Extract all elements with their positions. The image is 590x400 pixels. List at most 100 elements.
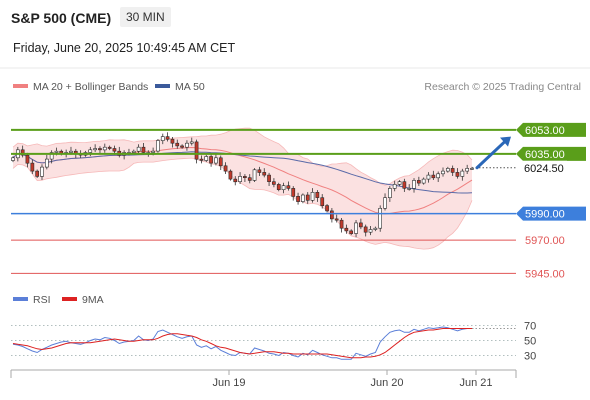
candle-body: [44, 158, 49, 168]
candle-body: [305, 194, 310, 201]
candle-body: [11, 157, 15, 161]
candle-body: [20, 149, 25, 156]
rsi-legend-swatch: [13, 297, 28, 301]
ma20-legend-swatch: [13, 84, 28, 88]
candle-body: [358, 222, 363, 228]
candle-body: [107, 146, 112, 149]
candle-body: [204, 156, 209, 161]
candle-body: [247, 177, 252, 181]
candle-body: [450, 168, 455, 173]
level-tag: [516, 122, 586, 137]
candle-body: [460, 170, 465, 177]
rsi-ma-legend-swatch: [62, 297, 77, 301]
x-axis: Jun 19 Jun 20 Jun 21: [212, 370, 493, 389]
candle-body: [98, 148, 102, 151]
candle-body: [407, 188, 412, 190]
candle-body: [383, 197, 387, 209]
candle-body: [54, 150, 59, 153]
candle-body: [267, 174, 271, 183]
projection-arrow-head: [500, 136, 511, 147]
candle-body: [402, 181, 407, 189]
instrument-title: S&P 500 (CME): [11, 10, 112, 26]
candle-body: [49, 152, 54, 160]
candle-body: [69, 150, 73, 153]
candle-body: [281, 185, 286, 190]
candle-body: [30, 162, 35, 172]
candle-body: [329, 210, 334, 220]
candle-body: [141, 146, 146, 153]
candle-body: [441, 170, 445, 175]
current-price-tag: [517, 160, 567, 175]
candle-body: [25, 154, 30, 164]
ma50-legend-swatch: [155, 84, 170, 88]
candle-body: [431, 174, 436, 179]
x-tick-label: Jun 21: [459, 377, 492, 389]
price-panel: [11, 127, 474, 250]
candle-body: [214, 157, 218, 164]
bollinger-lower: [12, 157, 473, 250]
candle-body: [262, 172, 267, 176]
candle-body: [271, 181, 276, 185]
candle-body: [276, 184, 281, 190]
candle-body: [465, 168, 470, 172]
candle-body: [223, 165, 228, 172]
candle-body: [102, 146, 107, 151]
candle-body: [300, 194, 305, 202]
candle-body: [412, 180, 416, 189]
candle-body: [257, 169, 262, 173]
candle-body: [421, 178, 426, 184]
candle-body: [392, 184, 397, 189]
ma50-legend-label: MA 50: [175, 81, 205, 93]
candle-body: [233, 178, 238, 183]
level-label: 5990.00: [525, 209, 565, 221]
rsi-tick-label: 70: [524, 321, 536, 333]
price-levels: 6053.00 6035.00 6024.50 5990.00 5970.00 5945.…: [11, 122, 586, 280]
candle-body: [170, 138, 175, 144]
candle-body: [35, 170, 39, 177]
candle-body: [93, 148, 97, 151]
candle-body: [426, 174, 431, 180]
candle-body: [185, 142, 189, 148]
candle-body: [238, 176, 242, 182]
credit-label: Research © 2025 Trading Central: [424, 81, 581, 93]
candle-body: [228, 170, 233, 180]
level-label: 5970.00: [525, 235, 565, 247]
candle-body: [218, 157, 223, 167]
candle-body: [136, 146, 141, 152]
candle-body: [156, 140, 160, 152]
level-tag: [516, 146, 586, 161]
candle-body: [112, 148, 117, 152]
candle-body: [455, 172, 460, 177]
candle-body: [40, 166, 44, 177]
x-tick-label: Jun 19: [212, 377, 245, 389]
rsi-legend-label: RSI: [33, 294, 51, 306]
ma20-legend-label: MA 20 + Bollinger Bands: [33, 81, 148, 93]
rsi-tick-label: 50: [524, 336, 536, 348]
level-label: 6035.00: [525, 149, 565, 161]
candle-body: [315, 192, 320, 198]
candle-body: [397, 181, 402, 185]
candle-body: [88, 149, 93, 153]
candle-body: [436, 173, 441, 179]
candle-body: [209, 156, 213, 164]
candle-body: [160, 136, 165, 141]
candle-body: [252, 169, 257, 181]
candle-body: [387, 188, 392, 198]
projection-arrow: [475, 138, 509, 170]
candle-body: [368, 229, 373, 233]
x-tick-label: Jun 20: [370, 377, 403, 389]
candle-body: [189, 141, 194, 144]
candle-body: [199, 158, 204, 161]
timeframe-badge[interactable]: 30 MIN: [120, 7, 171, 27]
candle-body: [243, 176, 247, 178]
candle-body: [131, 150, 136, 153]
candle-body: [165, 136, 170, 140]
candle-body: [349, 230, 354, 234]
candle-body: [445, 168, 450, 172]
candle-body: [180, 145, 184, 148]
candle-body: [354, 222, 358, 234]
candle-body: [296, 196, 300, 202]
candle-body: [378, 208, 383, 229]
candle-body: [334, 218, 339, 221]
